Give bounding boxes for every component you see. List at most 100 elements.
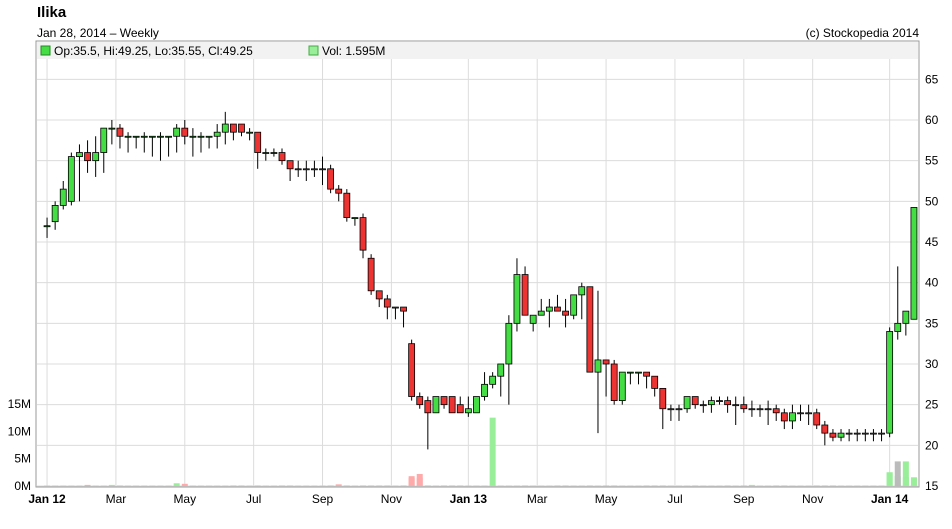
candle-body	[837, 432, 845, 438]
volume-bar	[238, 485, 245, 486]
candle-body	[456, 404, 464, 414]
price-tick-label: 55	[925, 154, 939, 168]
volume-bar	[303, 485, 310, 486]
volume-bar	[603, 485, 610, 486]
candle-body	[797, 412, 804, 415]
candle-body	[440, 396, 448, 406]
candle-body	[221, 123, 229, 133]
volume-bar	[343, 485, 350, 486]
volume-spike	[489, 417, 496, 486]
volume-bar	[862, 485, 869, 486]
volume-bar	[230, 485, 237, 486]
candle-body	[254, 131, 262, 153]
candle-body	[351, 217, 359, 220]
candle-body	[489, 375, 497, 385]
price-tick-label: 20	[925, 438, 939, 452]
volume-bar	[910, 477, 917, 486]
chart-subtitle: Jan 28, 2014 – Weekly	[37, 26, 159, 40]
candle-body	[910, 207, 918, 320]
candle-body	[708, 400, 715, 406]
candle-body	[537, 310, 545, 316]
candle-body	[724, 400, 732, 406]
volume-bar	[716, 485, 723, 486]
candle-body	[861, 432, 869, 435]
volume-bar	[254, 485, 261, 486]
volume-bar	[611, 485, 618, 486]
volume-bar	[724, 485, 731, 486]
candle-body	[878, 432, 885, 435]
time-tick-label: May	[173, 492, 196, 506]
volume-bar	[384, 485, 391, 486]
volume-tick-label: 15M	[8, 397, 31, 411]
candle-body	[740, 404, 748, 410]
volume-bar	[400, 485, 407, 486]
volume-bar	[392, 485, 399, 486]
volume-axis-ticks: 0M 5M 10M 15M	[8, 397, 31, 493]
candle-body	[43, 225, 51, 228]
volume-bar	[505, 485, 512, 486]
candle-body	[675, 408, 683, 411]
volume-tick-label: 5M	[14, 452, 31, 466]
candle-body	[67, 156, 75, 202]
candle-body	[51, 204, 59, 223]
candle-body	[165, 135, 172, 138]
volume-bar	[846, 485, 853, 486]
volume-bar	[133, 485, 140, 486]
volume-bar	[659, 485, 666, 486]
candle-body	[667, 408, 675, 411]
candle-body	[805, 412, 813, 415]
candle-body	[311, 168, 318, 171]
candle-body	[732, 404, 740, 407]
time-tick-label: Sep	[733, 492, 755, 506]
candle-body	[586, 286, 594, 373]
candle-body	[319, 168, 326, 171]
candle-body	[140, 135, 148, 138]
candle-body	[294, 168, 302, 171]
candle-body	[813, 412, 821, 426]
volume-bar	[667, 485, 674, 486]
candle-body	[473, 396, 480, 414]
volume-bar	[619, 485, 626, 486]
candle-body	[238, 123, 245, 133]
candle-body	[853, 432, 861, 435]
volume-bar	[214, 485, 221, 486]
volume-bars	[44, 417, 917, 486]
volume-bar	[627, 485, 634, 486]
candle-body	[392, 306, 399, 309]
volume-bar	[643, 485, 650, 486]
volume-bar	[586, 485, 593, 486]
candle-body	[375, 290, 383, 300]
candle-body	[359, 217, 367, 251]
candle-body	[659, 387, 667, 410]
candle-body	[602, 359, 610, 365]
candle-body	[643, 371, 650, 377]
candle-body	[497, 363, 505, 377]
time-tick-label: Jan 12	[28, 492, 66, 506]
volume-bar	[902, 461, 909, 486]
volume-bar	[797, 485, 804, 486]
price-tick-label: 40	[925, 276, 939, 290]
volume-bar	[360, 485, 367, 486]
volume-bar	[878, 485, 885, 486]
volume-bar	[351, 485, 358, 486]
volume-bar	[740, 485, 747, 486]
time-tick-label: Mar	[527, 492, 548, 506]
candle-body	[618, 371, 626, 401]
candle-body	[626, 371, 634, 374]
time-axis-ticks: Jan 12 Mar May Jul Sep Nov Jan 13 Mar May Jul Sep N…	[28, 492, 908, 506]
candle-body	[246, 131, 253, 134]
volume-bar	[270, 485, 277, 486]
volume-bar	[141, 485, 148, 486]
volume-bar	[813, 485, 820, 486]
volume-bar	[368, 485, 375, 486]
candle-body	[464, 408, 472, 414]
volume-bar	[870, 485, 877, 486]
volume-spike	[416, 473, 423, 486]
candle-body	[335, 188, 343, 194]
volume-bar	[76, 485, 83, 486]
grid-lines	[37, 59, 918, 487]
candle-body	[505, 322, 513, 365]
volume-bar	[829, 485, 836, 486]
time-tick-label: Jul	[667, 492, 682, 506]
candle-body	[173, 127, 181, 137]
